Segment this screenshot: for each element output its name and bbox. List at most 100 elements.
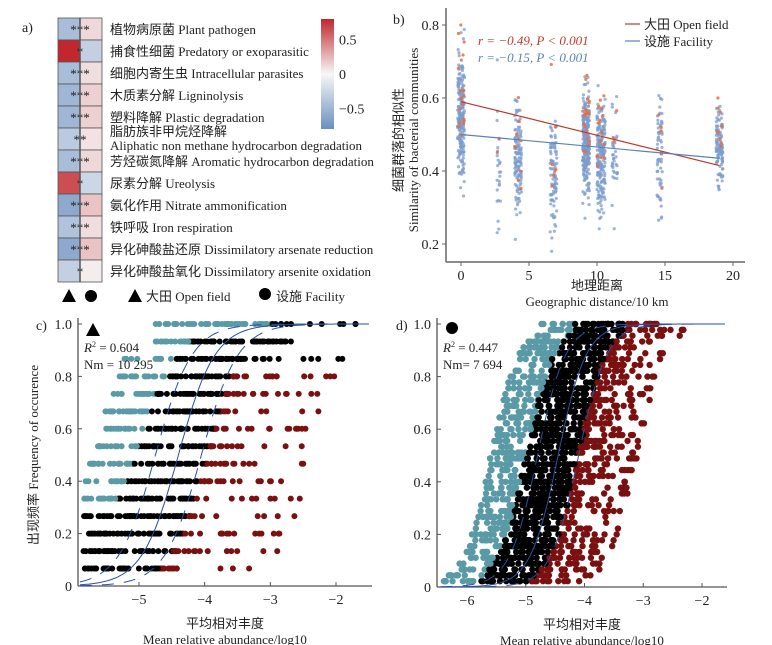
below-prediction-point: [575, 490, 582, 497]
above-prediction-point: [172, 321, 179, 327]
below-prediction-point: [605, 507, 612, 515]
facility-point: [518, 160, 522, 164]
open-field-point: [515, 132, 519, 136]
below-prediction-point: [197, 478, 204, 485]
above-prediction-point: [155, 355, 162, 362]
below-prediction-point: [620, 402, 627, 410]
neutral-point: [535, 542, 542, 550]
facility-point: [553, 146, 557, 150]
below-prediction-point: [223, 548, 230, 555]
below-prediction-point: [246, 565, 253, 572]
facility-point: [587, 89, 591, 93]
facility-point: [516, 151, 520, 155]
facility-point: [552, 229, 556, 233]
x-tick-label: −5: [132, 593, 147, 608]
facility-point: [460, 86, 464, 90]
below-prediction-point: [597, 455, 604, 462]
neutral-point: [532, 420, 539, 427]
neutral-point: [521, 572, 528, 579]
below-prediction-point: [610, 507, 617, 515]
facility-point: [714, 141, 719, 145]
facility-point: [581, 96, 585, 100]
facility-point: [549, 126, 553, 130]
above-prediction-point: [538, 320, 545, 328]
below-prediction-point: [601, 373, 609, 380]
open-field-point: [716, 106, 720, 110]
neutral-point: [129, 513, 136, 520]
below-prediction-point: [591, 455, 599, 462]
panel-label-b: b): [393, 13, 405, 28]
neutral-point: [139, 478, 146, 485]
above-prediction-point: [133, 390, 140, 397]
neutral-point: [535, 414, 542, 421]
facility-point: [458, 71, 462, 76]
below-prediction-point: [240, 390, 247, 397]
below-prediction-point: [606, 350, 613, 357]
neutral-point: [202, 425, 209, 432]
above-prediction-point: [533, 390, 541, 398]
neutral-point: [558, 396, 565, 404]
neutral-point: [548, 420, 556, 427]
above-prediction-point: [189, 321, 196, 327]
above-prediction-point: [483, 519, 491, 526]
below-prediction-point: [223, 390, 230, 397]
below-prediction-point: [667, 326, 674, 334]
x-axis-label: Mean relative abundance/log10: [500, 633, 664, 645]
above-prediction-point: [507, 472, 515, 480]
circle-icon: [446, 322, 458, 334]
above-prediction-point: [511, 466, 518, 474]
open-field-point: [719, 140, 723, 144]
neutral-point: [528, 554, 536, 561]
below-prediction-point: [618, 367, 626, 374]
x-tick-label: 0: [458, 269, 465, 284]
above-prediction-point: [549, 320, 556, 328]
neutral-point: [150, 443, 157, 450]
below-prediction-point: [646, 361, 653, 369]
facility-point: [458, 76, 462, 80]
neutral-point: [135, 565, 142, 572]
neutral-point: [544, 525, 552, 532]
neutral-point: [514, 496, 522, 503]
neutral-point: [530, 490, 538, 497]
facility-point: [603, 161, 607, 165]
heatmap-cell: [79, 171, 103, 195]
neutral-point: [557, 408, 565, 415]
facility-point: [603, 197, 607, 201]
below-prediction-point: [601, 385, 609, 392]
above-prediction-point: [516, 355, 524, 363]
above-prediction-point: [504, 507, 511, 515]
below-prediction-point: [601, 531, 608, 538]
below-prediction-point: [556, 548, 564, 556]
above-prediction-point: [448, 572, 455, 579]
facility-point: [461, 153, 465, 157]
below-prediction-point: [625, 350, 633, 357]
neutral-point: [174, 373, 181, 380]
below-prediction-point: [615, 379, 622, 386]
facility-point: [515, 109, 520, 113]
neutral-point: [542, 420, 549, 427]
below-prediction-point: [605, 501, 613, 509]
below-prediction-point: [614, 414, 622, 421]
below-prediction-point: [191, 513, 198, 520]
below-prediction-point: [627, 338, 634, 345]
facility-point: [462, 75, 466, 79]
open-field-point: [585, 97, 590, 101]
neutral-point: [265, 338, 272, 345]
neutral-point: [532, 478, 539, 485]
facility-point: [513, 155, 517, 160]
x-axis-label-cn: 平均相对丰度: [543, 617, 621, 632]
below-prediction-point: [629, 332, 636, 339]
neutral-point: [529, 566, 536, 573]
facility-point: [513, 166, 517, 170]
legend-label: 设施 Facility: [644, 34, 713, 49]
neutral-point: [568, 355, 575, 363]
below-prediction-point: [629, 449, 636, 456]
facility-point: [460, 64, 464, 68]
open-field-point: [583, 124, 587, 129]
neutral-point: [533, 443, 540, 450]
below-prediction-point: [598, 554, 605, 561]
facility-point: [659, 166, 663, 170]
below-prediction-point: [676, 332, 683, 339]
facility-point: [459, 30, 463, 35]
facility-point: [581, 155, 585, 159]
